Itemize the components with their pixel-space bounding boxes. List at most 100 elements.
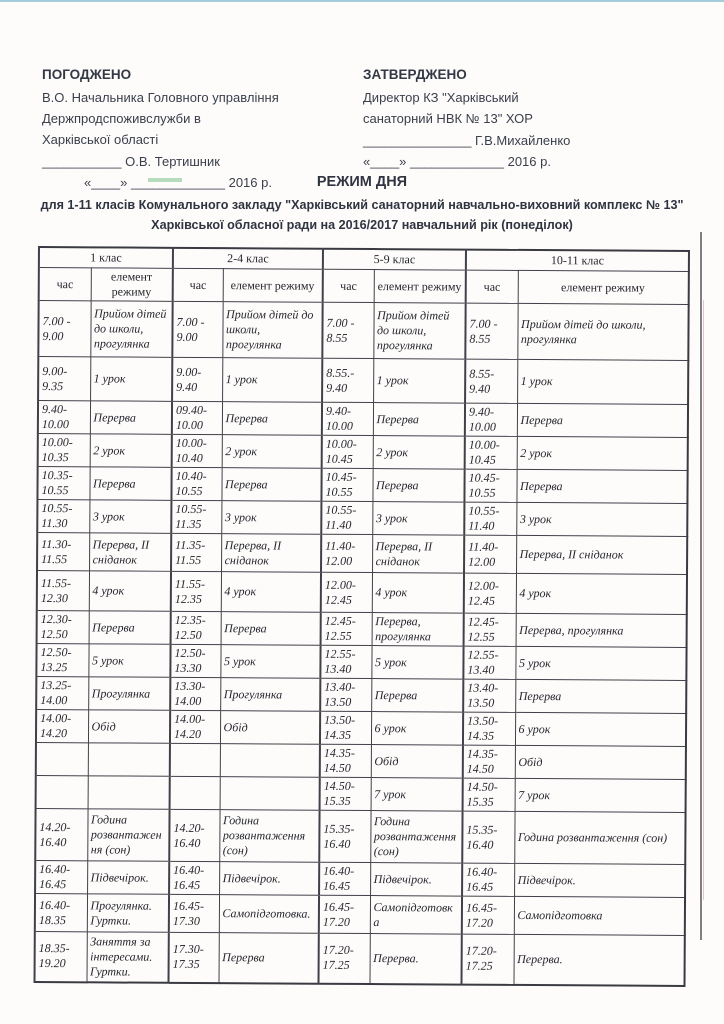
time-cell: 16.45- 17.20 xyxy=(318,895,371,934)
time-cell: 10.00- 10.35 xyxy=(37,433,90,467)
element-cell: Прогулянка xyxy=(220,677,321,712)
time-cell: 14.20- 16.40 xyxy=(35,808,88,861)
element-cell: Прийом дітей до школи, прогулянка xyxy=(517,303,689,361)
time-cell: 12.30- 12.50 xyxy=(36,610,89,644)
element-cell: Прийом дітей до школи, прогулянка xyxy=(373,302,466,360)
element-cell: 1 урок xyxy=(373,358,466,404)
time-cell: 10.55- 11.40 xyxy=(321,501,373,535)
element-cell: 1 урок xyxy=(517,359,689,405)
document-subtitle-2: Харківської обласної ради на 2016/2017 н… xyxy=(151,218,573,232)
time-cell: 16.45- 17.20 xyxy=(461,896,515,935)
time-cell: 9.40- 10.00 xyxy=(37,400,91,434)
table-row: 14.35- 14.50 Обід 14.35- 14.50 Обід xyxy=(35,742,686,780)
element-cell: Обід xyxy=(370,744,463,779)
table-row: 18.35- 19.20 Заняття за інтересами. Гуртк… xyxy=(34,931,685,986)
time-cell: 15.35- 16.40 xyxy=(462,811,515,864)
time-cell: 12.50- 13.25 xyxy=(36,643,89,677)
schedule-table: 1 клас 2-4 клас 5-9 клас 10-11 клас час … xyxy=(33,246,691,987)
table-row: 14.50- 15.35 7 урок 14.50- 15.35 7 урок xyxy=(35,775,686,813)
document-title: РЕЖИМ ДНЯ xyxy=(316,174,408,190)
time-cell: 14.00- 14.20 xyxy=(169,710,221,744)
element-cell: 4 урок xyxy=(88,570,172,612)
element-cell: 1 урок xyxy=(90,356,173,402)
element-cell: Перерва xyxy=(372,468,465,503)
approval-left-date-line: «____» _____________ 2016 р. xyxy=(84,175,272,190)
time-cell: 14.35- 14.50 xyxy=(462,745,515,779)
time-cell: 14.50- 15.35 xyxy=(319,777,371,811)
element-cell: 1 урок xyxy=(222,357,323,403)
time-cell: 16.40- 18.35 xyxy=(34,893,88,932)
time-cell: 13.40- 13.50 xyxy=(463,679,516,713)
time-cell: 18.35- 19.20 xyxy=(34,931,87,982)
time-cell: 11.40- 12.00 xyxy=(464,535,517,574)
time-cell: 12.55- 13.40 xyxy=(320,645,372,679)
element-cell: Перерва. xyxy=(513,934,685,986)
scan-top-edge xyxy=(0,0,724,2)
approval-right-block: ЗАТВЕРДЖЕНО Директор КЗ "Харківський сан… xyxy=(363,64,673,172)
element-cell: 3 урок xyxy=(516,502,688,537)
time-cell: 09.40- 10.00 xyxy=(171,401,223,435)
element-cell: 4 урок xyxy=(371,572,465,614)
element-cell: 2 урок xyxy=(372,435,465,470)
approval-left-line-1: В.О. Начальника Головного управління xyxy=(42,90,279,105)
column-header-row: час елемент режиму час елемент режиму ча… xyxy=(38,267,689,305)
approval-right-date-line: «____» _____________ 2016 р. xyxy=(363,154,551,169)
element-cell: 7 урок xyxy=(514,778,686,813)
time-cell: 9.40- 10.00 xyxy=(321,402,374,436)
time-cell: 14.20- 16.40 xyxy=(169,809,220,862)
element-cell: 5 урок xyxy=(220,644,321,679)
time-cell xyxy=(169,743,220,777)
element-cell: Підвечірок. xyxy=(87,860,170,895)
element-cell: Перерва xyxy=(221,401,323,436)
table-row: 13.25- 14.00 Прогулянка 13.30- 14.00 Прогул… xyxy=(36,676,687,714)
approval-right-line-1: Директор КЗ "Харківський xyxy=(363,90,519,105)
time-cell: 8.55.- 9.40 xyxy=(322,358,374,403)
approval-left-line-3: Харківської області xyxy=(42,132,159,147)
element-cell: 2 урок xyxy=(221,434,322,469)
element-cell: Обід xyxy=(514,745,686,780)
table-row: 10.55- 11.30 3 урок 10.55- 11.35 3 урок 10.5… xyxy=(37,499,688,537)
element-cell: Перерва. xyxy=(369,933,462,985)
element-cell: Година розвантаження (сон) xyxy=(219,809,320,863)
time-cell: 7.00 - 8.55 xyxy=(465,303,518,360)
element-cell: Перерва, ІІ сніданок xyxy=(89,532,172,572)
element-cell xyxy=(219,743,320,778)
time-cell: 16.45- 17.30 xyxy=(168,894,220,933)
element-cell xyxy=(219,776,320,811)
time-cell: 14.35- 14.50 xyxy=(319,744,371,778)
element-cell: Перерва, ІІ сніданок xyxy=(372,534,465,574)
element-cell: Перерва xyxy=(88,610,171,645)
time-cell: 12.45- 12.55 xyxy=(320,612,372,646)
element-cell: 4 урок xyxy=(220,571,322,613)
approval-right-title: ЗАТВЕРДЖЕНО xyxy=(363,67,467,82)
time-cell: 7.00 - 9.00 xyxy=(172,301,223,358)
element-cell: 6 урок xyxy=(514,712,687,747)
time-cell: 14.00- 14.20 xyxy=(35,709,89,743)
table-row: 16.40- 16.45 Підвечірок. 16.40- 16.45 Підве… xyxy=(35,860,686,898)
element-cell: Прийом дітей до школи, прогулянка xyxy=(222,301,323,359)
time-cell: 7.00 - 8.55 xyxy=(322,302,374,359)
element-cell: 5 урок xyxy=(515,646,687,681)
time-cell: 9.40- 10.00 xyxy=(464,403,518,437)
time-cell: 10.55- 11.40 xyxy=(464,502,517,536)
table-row: 10.00- 10.35 2 урок 10.00- 10.40 2 урок 10.0… xyxy=(37,433,688,471)
time-cell: 12.00- 12.45 xyxy=(463,573,517,614)
time-cell: 17.20- 17.25 xyxy=(318,933,370,984)
approval-left-block: ПОГОДЖЕНО В.О. Начальника Головного упра… xyxy=(42,64,352,193)
element-cell: Перерва, прогулянка xyxy=(515,613,687,648)
element-cell: 5 урок xyxy=(371,645,464,680)
element-cell: Перерва, ІІ сніданок xyxy=(221,533,322,573)
element-cell: 5 урок xyxy=(88,643,171,678)
table-row: 16.40- 18.35 Прогулянка. Гуртки. 16.45- 17… xyxy=(34,893,686,936)
element-cell: Перерва xyxy=(516,403,689,438)
time-cell: 11.35- 11.55 xyxy=(171,533,222,572)
time-cell: 10.00- 10.40 xyxy=(171,434,222,468)
table-row: 9.00- 9.35 1 урок 9.00- 9.40 1 урок 8.55.- 9… xyxy=(38,356,689,405)
element-cell: Година розвантаження (сон) xyxy=(87,808,170,862)
element-cell: Перерва xyxy=(516,469,688,504)
element-cell: Перерва xyxy=(371,678,464,713)
time-cell xyxy=(35,742,88,776)
element-cell: Підвечірок. xyxy=(219,861,320,896)
time-cell: 12.55- 13.40 xyxy=(463,646,516,680)
